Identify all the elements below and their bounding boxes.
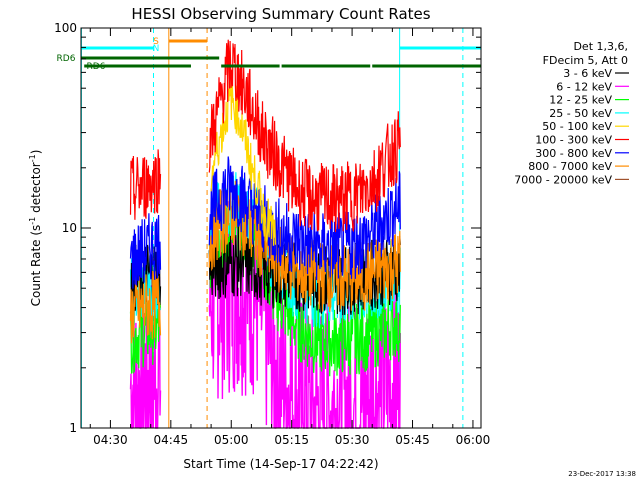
y-axis-label-sup2: -1 (28, 154, 37, 162)
status-bar-label-4: RD6 (87, 62, 106, 72)
series-line-6-1 (208, 156, 401, 281)
series-line-4-0 (210, 78, 276, 246)
status-bar-0-1 (399, 46, 481, 50)
status-bar-4-1 (221, 64, 280, 68)
status-bar-label-1: S (153, 37, 159, 47)
footer-date: 23-Dec-2017 13:38 (568, 470, 636, 478)
legend-label-2: 12 - 25 keV (549, 94, 612, 107)
series-line-5-0 (129, 149, 162, 220)
x-axis-label: Start Time (14-Sep-17 04:22:42) (183, 457, 378, 471)
legend-label-0: 3 - 6 keV (563, 67, 612, 80)
y-tick-label-2: 100 (54, 21, 77, 35)
status-bar-3-0 (81, 56, 220, 60)
y-axis-label-end: ) (29, 150, 43, 155)
series-line-2-0 (129, 293, 162, 375)
y-axis-label-sup1: -1 (28, 217, 37, 225)
series-line-7-0 (129, 269, 162, 344)
series-line-5-1 (208, 39, 401, 233)
x-tick-label-5: 05:45 (395, 433, 430, 447)
legend-label-7: 800 - 7000 keV (528, 160, 612, 173)
status-bar-1-0 (168, 39, 208, 43)
series-line-1-1 (208, 181, 401, 429)
top-status-bars: SN RD6 RD6 (57, 37, 481, 72)
chart-title: HESSI Observing Summary Count Rates (131, 5, 430, 23)
y-axis-label-mid: detector (29, 162, 43, 217)
status-bar-label-2: N (153, 44, 160, 54)
y-axis-label: Count Rate (s-1 detector-1) (28, 150, 43, 307)
status-bar-4-3 (372, 64, 481, 68)
x-tick-label-6: 06:00 (456, 433, 491, 447)
series-line-6-0 (129, 213, 162, 289)
legend-label-6: 300 - 800 keV (535, 147, 612, 160)
legend-label-8: 7000 - 20000 keV (514, 173, 612, 186)
legend-label-3: 25 - 50 keV (549, 107, 612, 120)
x-tick-label-0: 04:30 (93, 433, 128, 447)
legend-label-5: 100 - 300 keV (535, 134, 612, 147)
legend-header-2: FDecim 5, Att 0 (543, 54, 628, 67)
y-tick-label-0: 1 (69, 421, 77, 435)
status-bar-0-0 (81, 46, 154, 50)
legend-label-4: 50 - 100 keV (542, 120, 612, 133)
x-tick-label-1: 04:45 (154, 433, 189, 447)
y-tick-label-1: 10 (62, 221, 77, 235)
legend-header-1: Det 1,3,6, (573, 40, 628, 53)
status-bar-label-3: RD6 (57, 54, 76, 64)
x-tick-label-4: 05:30 (335, 433, 370, 447)
axes: 04:30 04:45 05:00 05:15 05:30 05:45 06:00 1 10 10… (54, 21, 490, 447)
status-bar-4-2 (281, 64, 371, 68)
y-axis-label-main: Count Rate (s (29, 225, 43, 307)
x-tick-label-3: 05:15 (274, 433, 309, 447)
legend-label-1: 6 - 12 keV (556, 80, 612, 93)
x-tick-label-2: 05:00 (214, 433, 249, 447)
status-bar-4-0 (84, 64, 191, 68)
